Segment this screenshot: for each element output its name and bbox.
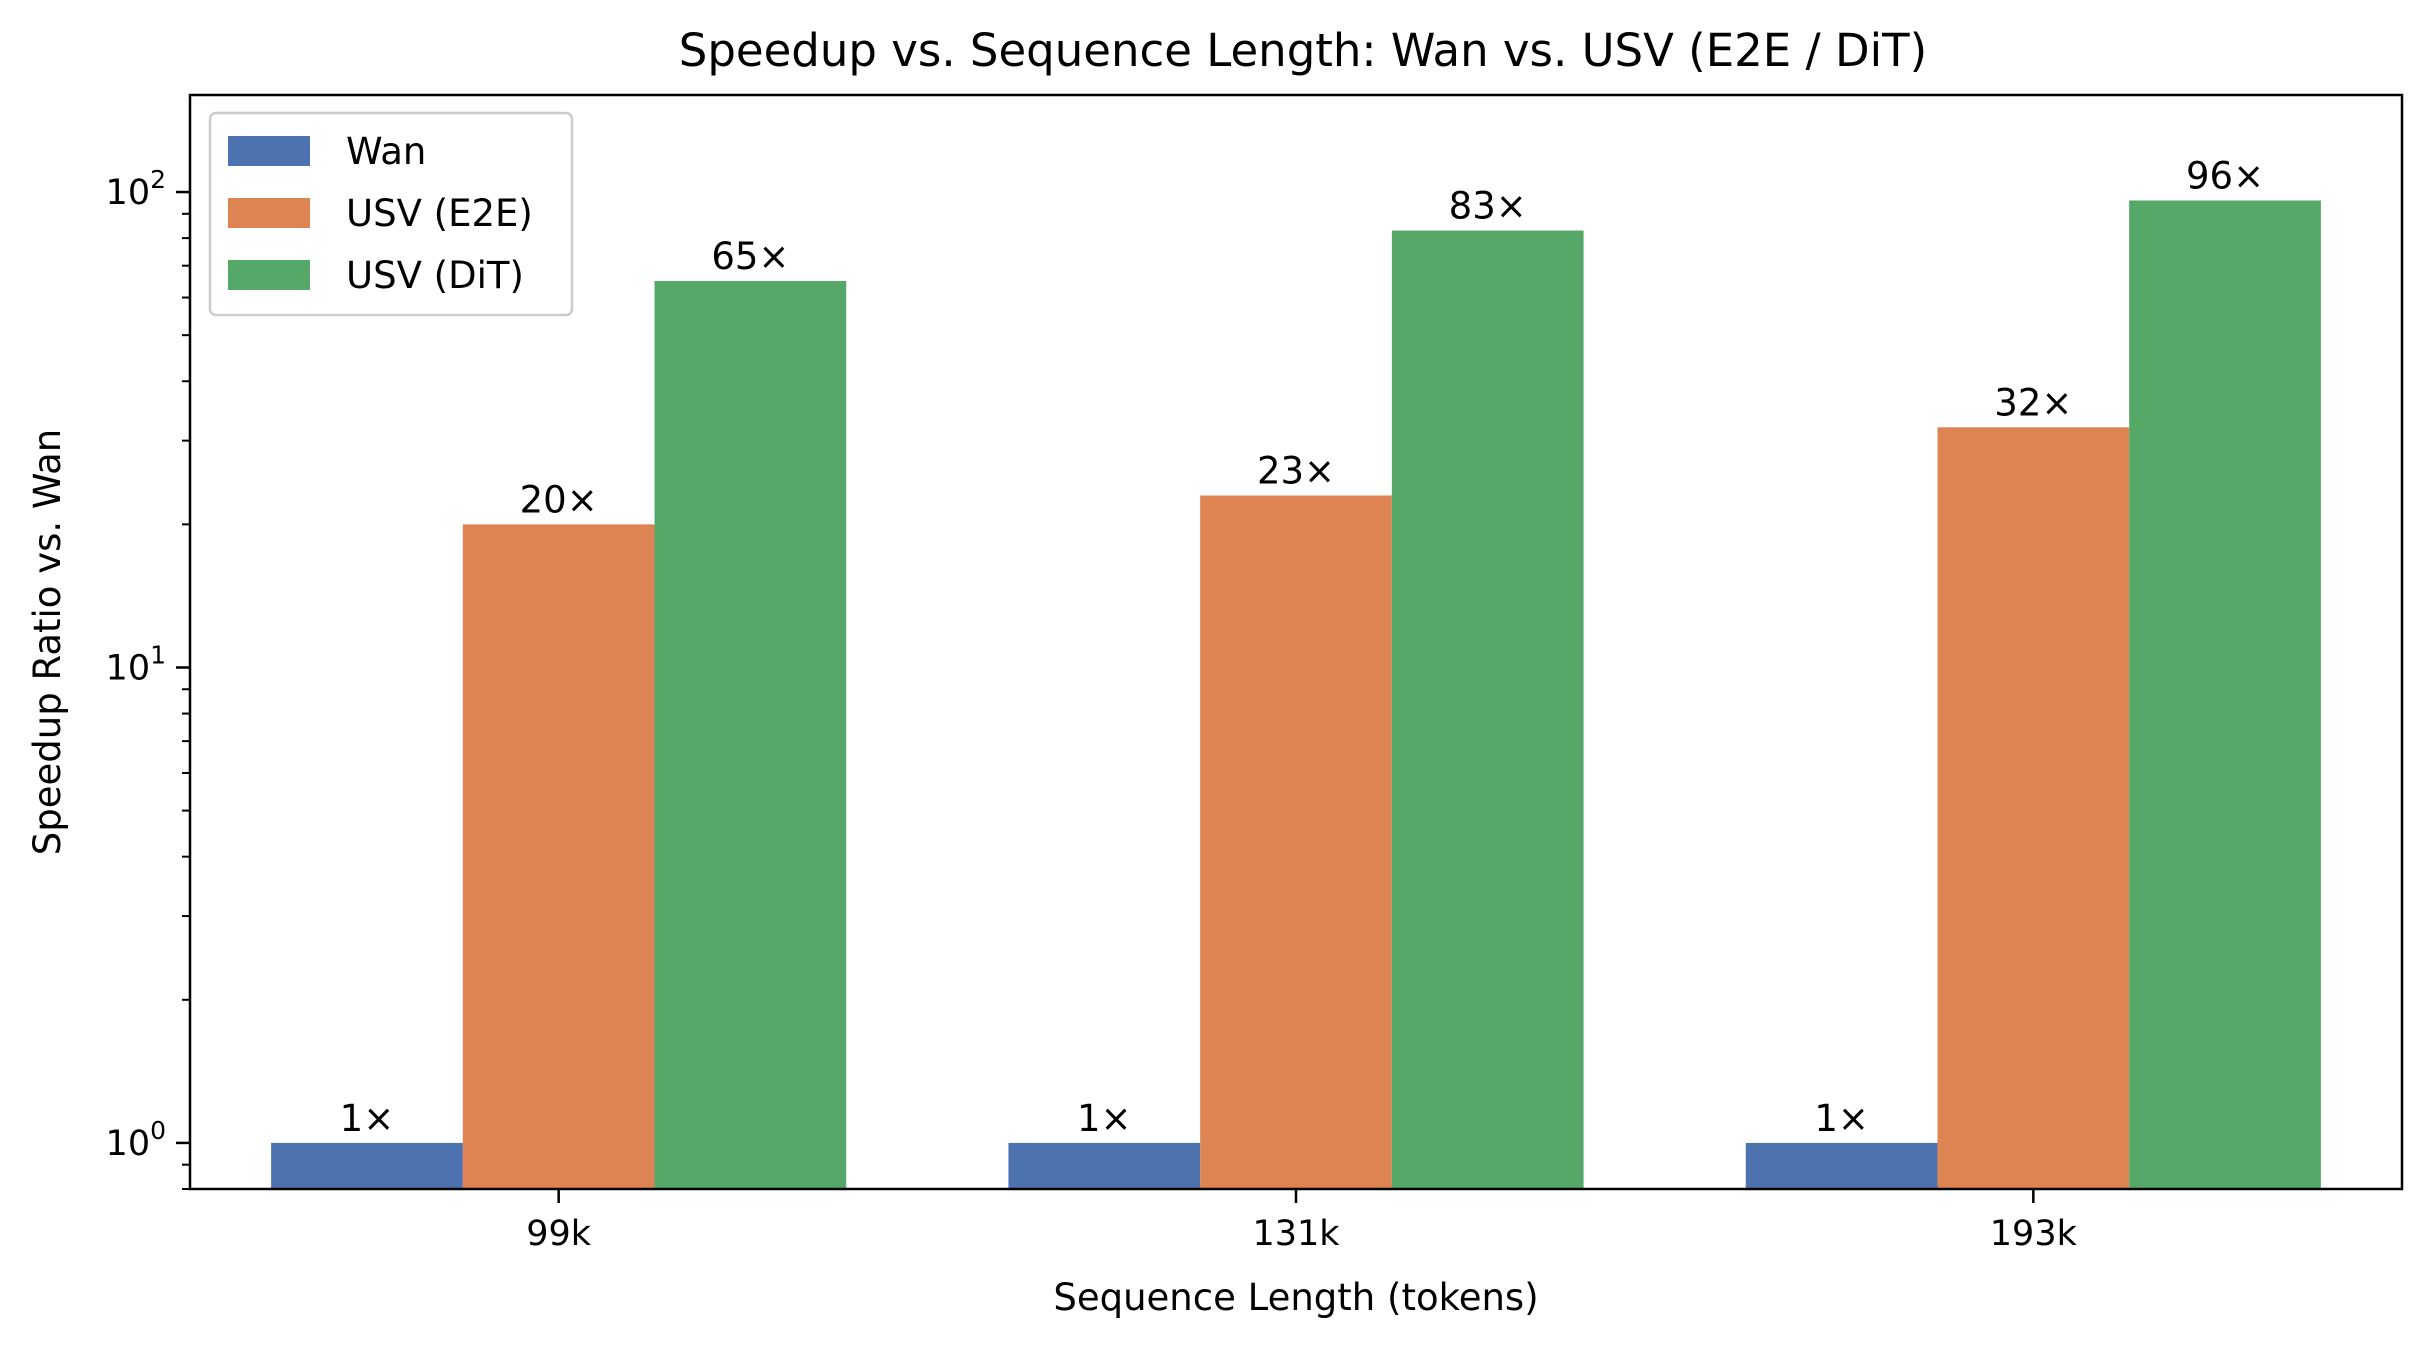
bar-usv-dit-99k [654,280,847,1189]
legend: Wan USV (E2E) USV (DiT) [208,111,574,317]
bar-value-label: 23× [1257,450,1335,493]
y-axis-ticks: 100 101 102 [106,165,190,1190]
chart-title: Speedup vs. Sequence Length: Wan vs. USV… [679,24,1927,77]
bars-layer [271,200,2321,1190]
bar-value-label: 20× [520,478,598,521]
legend-swatch [228,260,310,290]
bar-usv-dit-131k [1391,230,1584,1189]
bar-usv-e2e-131k [1200,495,1392,1189]
bar-value-label: 1× [1814,1097,1869,1140]
bar-value-label: 65× [711,235,789,278]
x-axis-label: Sequence Length (tokens) [1053,1276,1538,1319]
legend-label: USV (E2E) [346,192,533,235]
bar-usv-e2e-193k [1937,427,2130,1189]
legend-items: Wan USV (E2E) USV (DiT) [228,130,533,297]
x-tick-label: 131k [1252,1214,1340,1254]
x-tick-label: 99k [526,1214,592,1254]
bar-value-label: 83× [1449,185,1527,228]
y-tick-label: 100 [106,1116,166,1164]
y-tick-label: 101 [106,640,166,688]
bar-wan-99k [271,1142,463,1189]
legend-label: Wan [346,130,426,173]
y-tick-label: 102 [106,165,166,213]
bar-wan-193k [1745,1142,1938,1189]
x-axis-ticks: 99k 131k 193k [526,1189,2078,1254]
bar-value-label: 1× [340,1097,395,1140]
bar-wan-131k [1008,1142,1201,1189]
bar-labels-layer: 1× 1× 1× 20× 23× 32× 65× 83× 96× [340,154,2264,1139]
legend-swatch [228,198,310,228]
bar-value-label: 32× [1994,381,2072,424]
legend-label: USV (DiT) [346,254,524,297]
bar-usv-dit-193k [2129,200,2321,1190]
x-tick-label: 193k [1990,1214,2078,1254]
bar-value-label: 96× [2186,154,2264,197]
y-axis-label: Speedup Ratio vs. Wan [26,429,69,855]
bar-usv-e2e-99k [462,524,655,1189]
bar-value-label: 1× [1077,1097,1132,1140]
legend-swatch [228,136,310,166]
